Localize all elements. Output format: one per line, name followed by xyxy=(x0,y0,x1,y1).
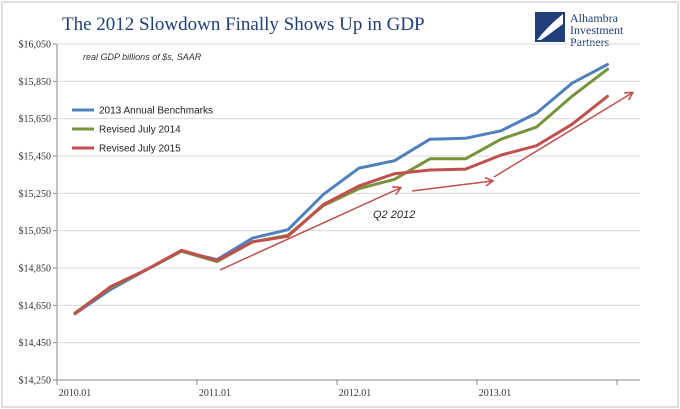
y-tick-label: $14,450 xyxy=(19,338,52,349)
trend-arrow-3 xyxy=(493,93,632,178)
y-tick-label: $14,250 xyxy=(19,376,52,387)
series-line-3 xyxy=(73,94,609,316)
series-line-1 xyxy=(73,63,609,316)
company-logo: Alhambra Investment Partners xyxy=(535,11,624,49)
y-tick-label: $14,850 xyxy=(19,264,52,275)
series-lines xyxy=(73,63,609,316)
annotation-q2-2012: Q2 2012 xyxy=(373,209,415,221)
x-tick-label: 2010.01 xyxy=(59,388,92,399)
legend-label: Revised July 2015 xyxy=(99,144,181,155)
trend-arrow-2 xyxy=(411,181,492,192)
y-tick-label: $14,650 xyxy=(19,301,52,312)
y-tick-label: $15,450 xyxy=(19,152,52,163)
legend-label: Revised July 2014 xyxy=(99,125,181,136)
y-axis-ticks: $14,250 $14,450 $14,650 $14,850 $15,050 $15,2… xyxy=(19,40,57,387)
chart-title: The 2012 Slowdown Finally Shows Up in GD… xyxy=(62,14,425,35)
y-tick-label: $15,850 xyxy=(19,77,52,88)
chart-subtitle: real GDP billions of $s, SAAR xyxy=(83,52,202,62)
y-tick-label: $15,650 xyxy=(19,114,52,125)
trend-arrow-1 xyxy=(219,188,400,271)
y-tick-label: $15,250 xyxy=(19,189,52,200)
x-axis-ticks: 2010.01 2011.01 2012.01 2013.01 xyxy=(56,380,618,399)
x-tick-label: 2012.01 xyxy=(339,388,372,399)
y-tick-label: $15,050 xyxy=(19,226,52,237)
legend-label: 2013 Annual Benchmarks xyxy=(99,106,213,117)
x-tick-label: 2011.01 xyxy=(199,388,231,399)
logo-mark-swoosh xyxy=(537,14,563,40)
legend: 2013 Annual Benchmarks Revised July 2014 R… xyxy=(72,106,213,155)
logo-line-2: Investment xyxy=(570,23,624,37)
logo-line-3: Partners xyxy=(570,35,610,49)
x-tick-label: 2013.01 xyxy=(479,388,512,399)
logo-line-1: Alhambra xyxy=(570,11,619,25)
trend-arrows xyxy=(219,93,632,271)
y-tick-label: $16,050 xyxy=(19,40,52,51)
